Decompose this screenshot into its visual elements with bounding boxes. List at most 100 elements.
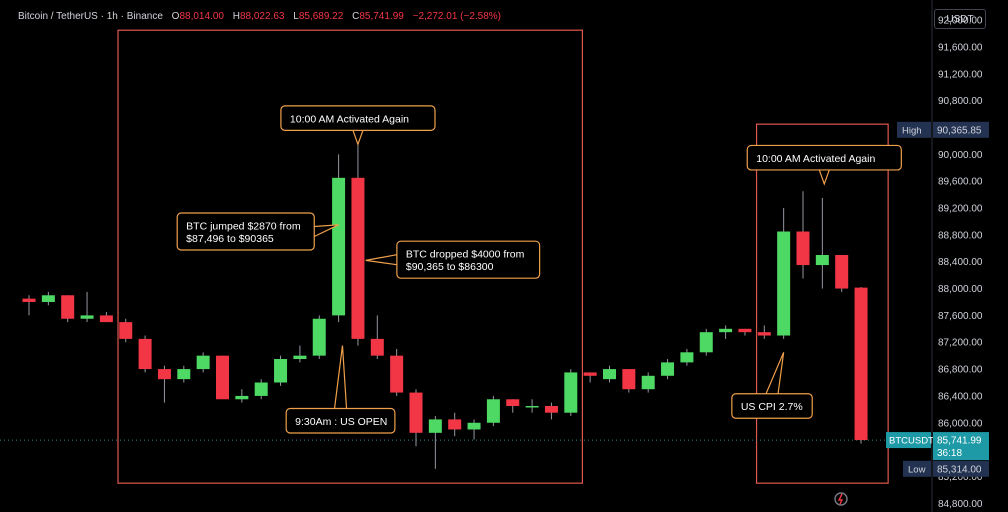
candle [641, 375, 655, 390]
callout-pointer [818, 169, 830, 186]
candle [506, 399, 520, 406]
candle [332, 177, 346, 316]
last-price-tag [933, 432, 989, 461]
highlight-box [755, 123, 889, 484]
symbol-title[interactable]: Bitcoin / TetherUS · 1h · Binance [18, 11, 163, 22]
candle [312, 318, 326, 356]
symbol-tag-label: BTCUSDT [889, 436, 934, 447]
y-tick-label: 87,600.00 [938, 311, 983, 322]
callout-box [396, 240, 541, 279]
annotation-callout: US CPI 2.7% [731, 352, 813, 419]
candle [854, 287, 868, 441]
candle [699, 332, 713, 353]
replay-icon[interactable] [833, 491, 849, 507]
low-value: 85,689.22 [298, 11, 344, 22]
y-tick-label: 92,000.00 [938, 16, 983, 27]
annotation-callout: 10:00 AM Activated Again [280, 105, 436, 147]
callout-box [285, 407, 396, 434]
candle [738, 328, 752, 333]
callout-pointer [352, 130, 364, 147]
candle [99, 315, 113, 323]
annotation-callout: 10:00 AM Activated Again [746, 144, 902, 186]
candle [603, 369, 616, 380]
price-tag-value: 85,314.00 [937, 464, 982, 475]
candle [544, 405, 558, 413]
annotation-callout: BTC dropped $4000 from$90,365 to $86300 [365, 240, 541, 279]
callout-box [176, 212, 315, 251]
callout-box [746, 144, 902, 171]
candle [467, 422, 481, 430]
open-value: 88,014.00 [179, 11, 224, 22]
callout-text: 10:00 AM Activated Again [290, 113, 409, 125]
price-tag-value: 90,365.85 [937, 125, 982, 136]
y-tick-label: 85,200.00 [938, 472, 983, 483]
last-price-value: 85,741.99 [937, 436, 982, 447]
candle [390, 355, 404, 393]
callout-pointer [765, 352, 785, 394]
highlight-box [117, 29, 584, 484]
candle [61, 295, 75, 319]
candle [757, 332, 771, 336]
callout-text: BTC dropped $4000 from [406, 249, 525, 261]
candle [22, 298, 36, 302]
candle [41, 295, 55, 302]
callout-pointer [313, 224, 339, 238]
candle [235, 395, 249, 400]
candle [293, 355, 307, 360]
candle [622, 369, 636, 390]
y-tick-label: 86,000.00 [938, 418, 983, 429]
y-tick-label: 86,800.00 [938, 365, 983, 376]
price-tag-label-bg [897, 121, 931, 138]
y-tick-label: 88,400.00 [938, 257, 983, 268]
y-tick-label: 88,800.00 [938, 230, 983, 241]
high-label: H [232, 11, 240, 22]
candle [351, 177, 365, 339]
callout-text: 10:00 AM Activated Again [756, 153, 875, 165]
y-tick-label: 91,200.00 [938, 69, 983, 80]
candle [216, 355, 229, 400]
price-tag-bg [933, 121, 989, 138]
y-tick-label: 84,800.00 [938, 499, 983, 510]
candle [409, 392, 423, 433]
y-tick-label: 90,800.00 [938, 96, 983, 107]
candle [486, 399, 500, 423]
annotation-callout: BTC jumped $2870 from$87,496 to $90365 [176, 212, 339, 251]
y-tick-label: 89,200.00 [938, 204, 983, 215]
price-tag-label: High [902, 125, 922, 136]
callout-box [280, 105, 436, 131]
price-tag-bg [933, 460, 989, 477]
candle [428, 419, 442, 433]
callout-text: 9:30Am : US OPEN [295, 416, 387, 428]
candle [583, 372, 597, 376]
candle [119, 322, 133, 339]
callout-text: BTC jumped $2870 from [186, 221, 301, 233]
annotation-callout: 9:30Am : US OPEN [285, 345, 396, 434]
candle [254, 382, 268, 396]
callout-pointer [333, 345, 348, 409]
y-tick-label: 86,400.00 [938, 391, 983, 402]
candle [796, 231, 810, 266]
open-label: O [171, 11, 180, 22]
candle [157, 369, 171, 380]
candle [370, 338, 384, 356]
candle [525, 405, 539, 408]
candle [448, 419, 462, 430]
close-label: C [352, 11, 360, 22]
callout-box [731, 393, 813, 419]
price-tag-label-bg [903, 460, 931, 477]
candle [196, 355, 210, 370]
callout-text: $87,496 to $90365 [186, 233, 274, 245]
candle [719, 328, 733, 333]
candle [661, 362, 675, 376]
y-tick-label: 88,000.00 [938, 284, 983, 295]
symbol-tag-bg [886, 432, 931, 449]
currency-button[interactable]: USDT [934, 9, 986, 29]
countdown-value: 36:18 [937, 448, 962, 459]
candle [138, 338, 152, 370]
close-value: 85,741.99 [359, 11, 404, 22]
candle [274, 359, 288, 383]
candle [835, 255, 849, 289]
callout-pointer [365, 254, 397, 266]
y-tick-label: 87,200.00 [938, 338, 983, 349]
